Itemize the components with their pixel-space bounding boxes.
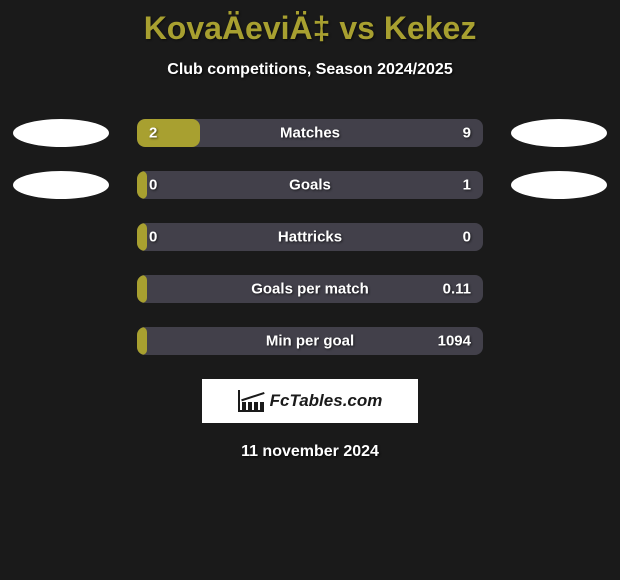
stat-bar-fill	[137, 223, 147, 251]
stat-label: Matches	[280, 125, 340, 142]
date-text: 11 november 2024	[0, 443, 620, 461]
stats-row: 0 Hattricks 0	[0, 223, 620, 251]
stats-row: Min per goal 1094	[0, 327, 620, 355]
stat-label: Min per goal	[266, 333, 354, 350]
logo-chart-icon	[238, 390, 264, 412]
stat-label: Goals per match	[251, 281, 369, 298]
stat-bar: 2 Matches 9	[137, 119, 483, 147]
stats-row: 2 Matches 9	[0, 119, 620, 147]
stat-value-left: 0	[149, 229, 157, 246]
avatar-spacer	[493, 275, 589, 303]
player-avatar-right	[511, 119, 607, 147]
stat-bar-fill	[137, 171, 147, 199]
avatar-spacer	[31, 275, 127, 303]
stat-value-right: 0	[463, 229, 471, 246]
subtitle: Club competitions, Season 2024/2025	[0, 61, 620, 79]
stat-bar-fill	[137, 275, 147, 303]
stat-value-left: 2	[149, 125, 157, 142]
stat-value-right: 1094	[438, 333, 471, 350]
player-avatar-left	[13, 119, 109, 147]
logo-text: FcTables.com	[270, 391, 383, 411]
infographic-container: KovaÄeviÄ‡ vs Kekez Club competitions, S…	[0, 0, 620, 461]
stat-bar: 0 Hattricks 0	[137, 223, 483, 251]
stat-value-right: 9	[463, 125, 471, 142]
stat-bar: 0 Goals 1	[137, 171, 483, 199]
stat-bar-fill	[137, 327, 147, 355]
stats-row: Goals per match 0.11	[0, 275, 620, 303]
avatar-spacer	[31, 327, 127, 355]
stat-label: Goals	[289, 177, 331, 194]
stat-value-left: 0	[149, 177, 157, 194]
page-title: KovaÄeviÄ‡ vs Kekez	[0, 10, 620, 47]
player-avatar-right	[511, 171, 607, 199]
avatar-spacer	[493, 327, 589, 355]
stat-value-right: 0.11	[443, 281, 471, 298]
stat-bar: Goals per match 0.11	[137, 275, 483, 303]
stat-bar-fill	[137, 119, 200, 147]
stat-value-right: 1	[463, 177, 471, 194]
avatar-spacer	[31, 223, 127, 251]
logo-box: FcTables.com	[202, 379, 418, 423]
stat-bar: Min per goal 1094	[137, 327, 483, 355]
stats-row: 0 Goals 1	[0, 171, 620, 199]
stat-label: Hattricks	[278, 229, 342, 246]
avatar-spacer	[493, 223, 589, 251]
stats-area: 2 Matches 9 0 Goals 1 0 Hattricks 0 Goals per mat…	[0, 119, 620, 355]
player-avatar-left	[13, 171, 109, 199]
